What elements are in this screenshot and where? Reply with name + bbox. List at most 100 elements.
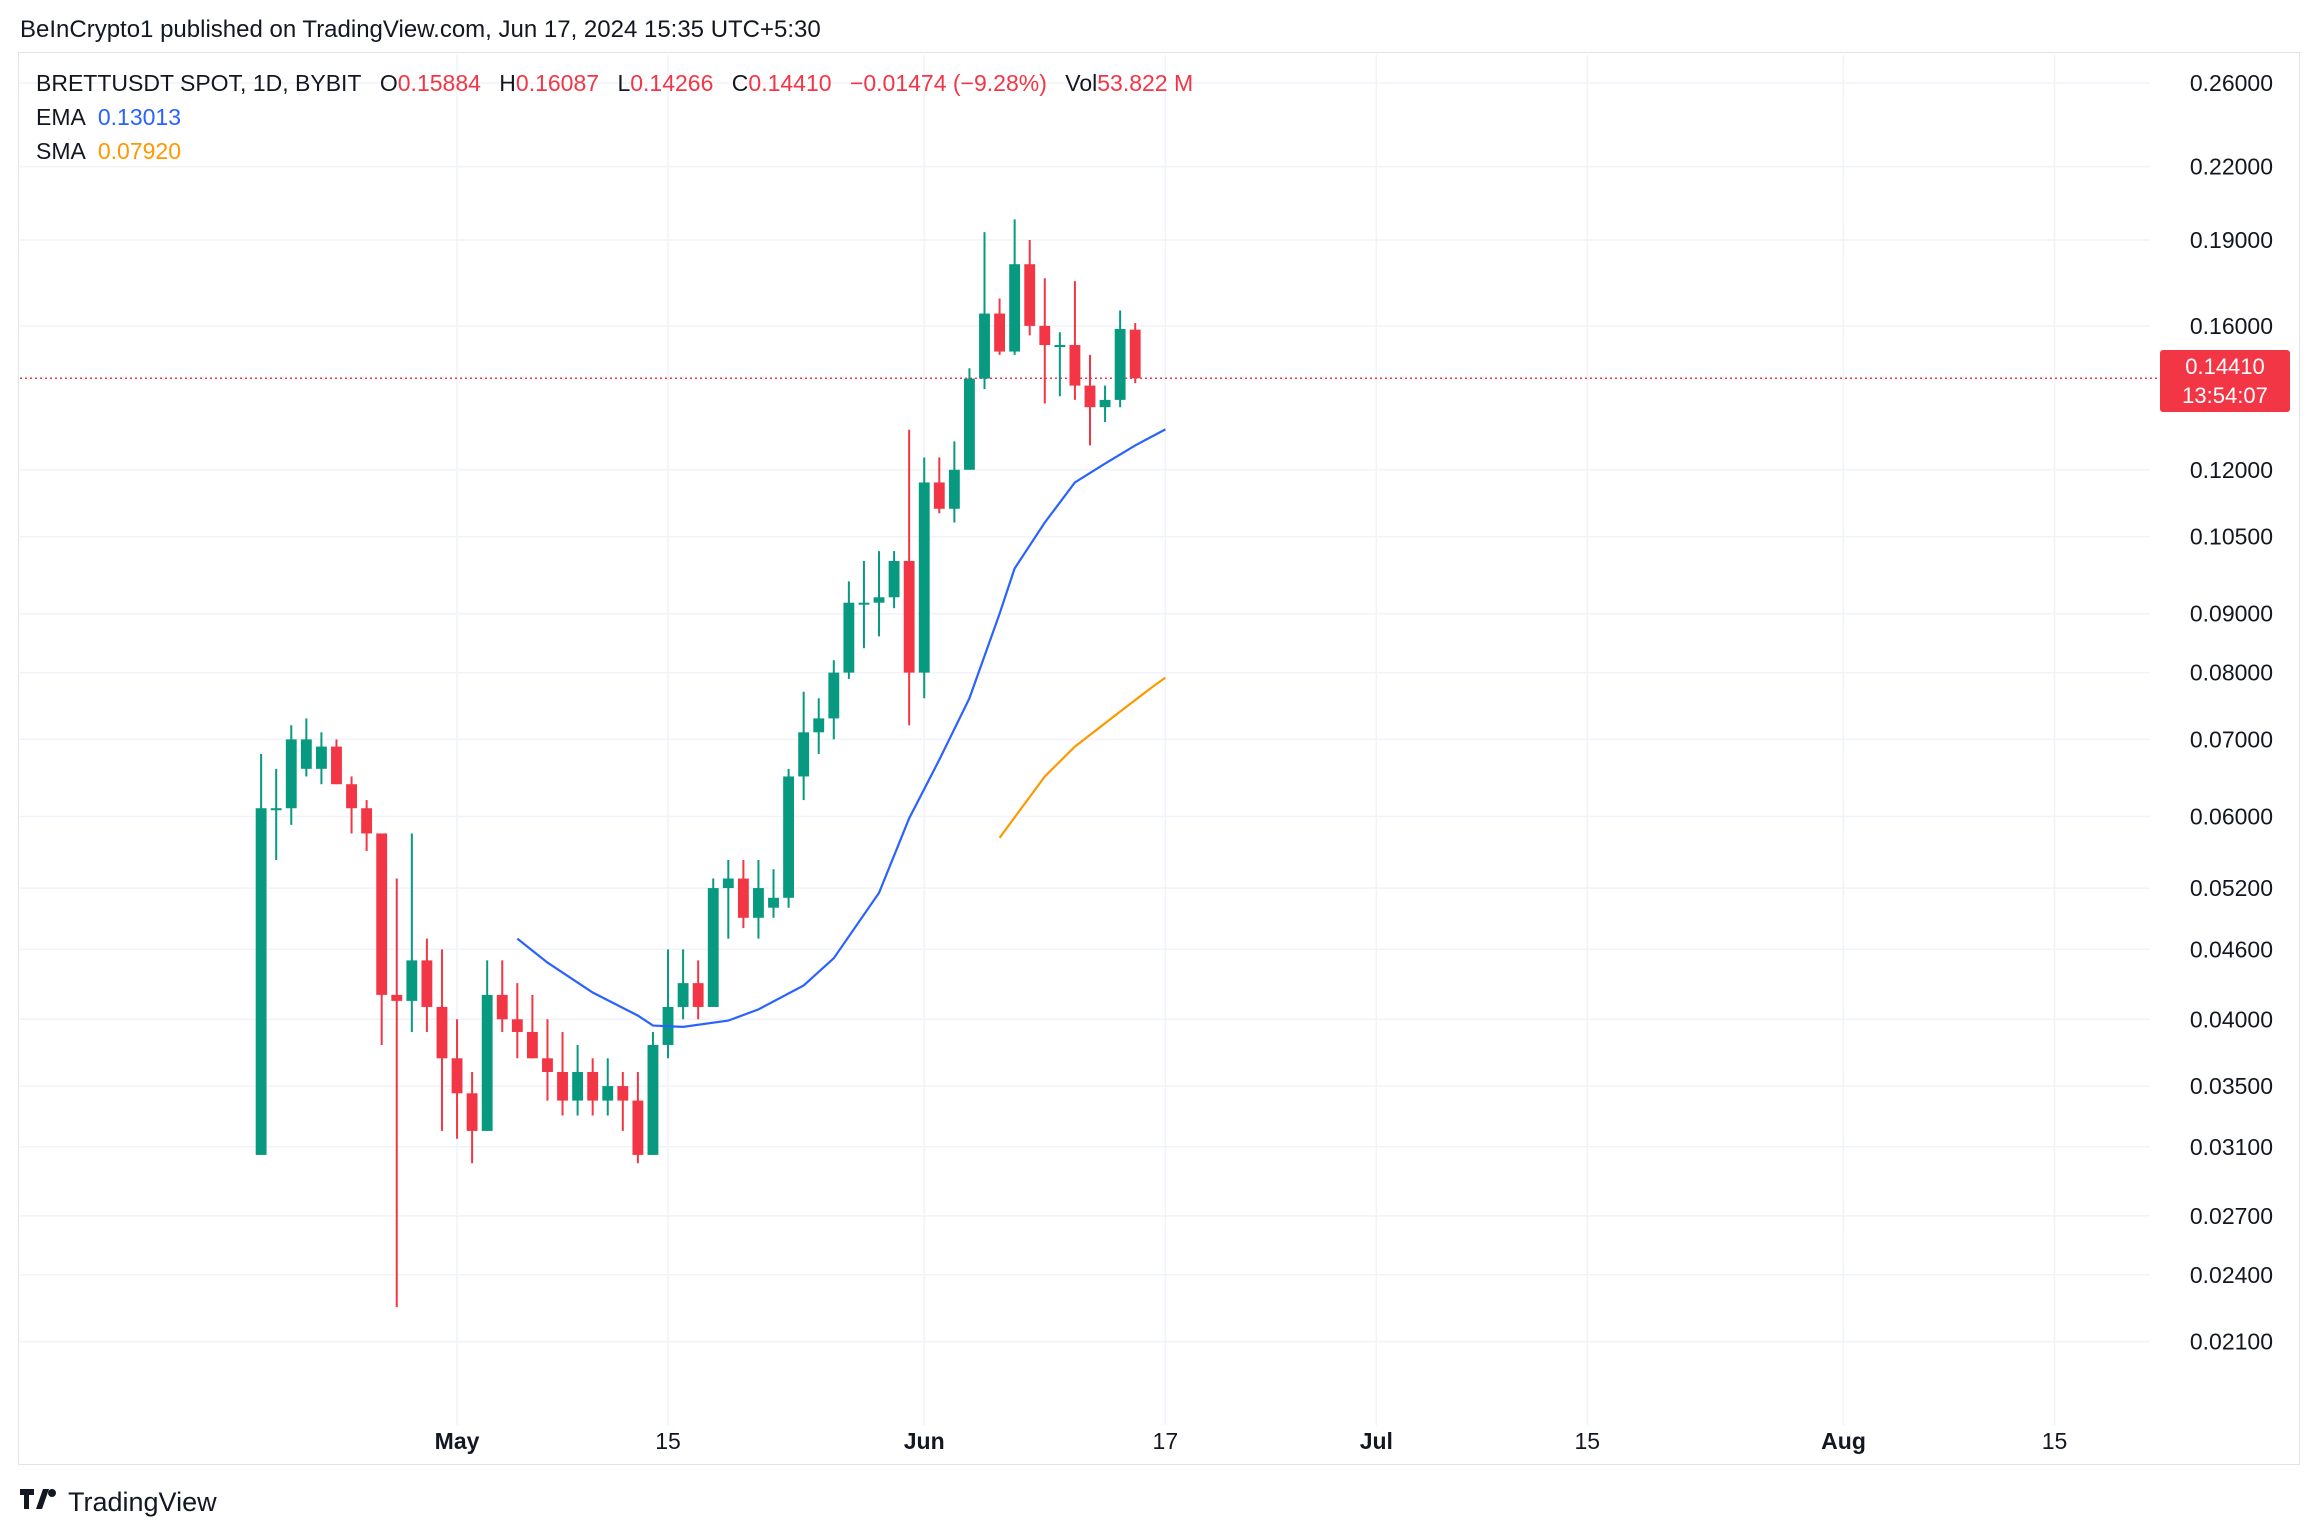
candle — [722, 860, 734, 939]
symbol-label[interactable]: BRETTUSDT SPOT, 1D, BYBIT — [36, 70, 362, 96]
candle-body — [737, 878, 749, 918]
x-tick-label: 17 — [1153, 1428, 1179, 1454]
candle — [888, 551, 900, 609]
candle-body — [557, 1072, 568, 1101]
x-tick-label: 15 — [655, 1428, 681, 1454]
candle — [1024, 239, 1036, 336]
candle-body — [270, 808, 282, 811]
y-tick-label: 0.19000 — [2190, 227, 2273, 253]
y-tick-label: 0.10500 — [2190, 524, 2273, 550]
candle-body — [843, 602, 855, 673]
ema-label: EMA — [36, 104, 86, 130]
candle — [753, 860, 764, 939]
candle — [783, 768, 795, 908]
candle — [361, 800, 373, 852]
candle-body — [572, 1072, 584, 1101]
candle-body — [918, 482, 930, 673]
candle-body — [1024, 264, 1036, 326]
candle — [1129, 323, 1141, 384]
candle — [436, 949, 448, 1131]
candle — [994, 298, 1006, 355]
tradingview-logo-icon — [20, 1486, 58, 1518]
bar-countdown: 13:54:07 — [2182, 383, 2268, 408]
candle-body — [722, 878, 734, 889]
candle — [948, 441, 960, 523]
candle — [737, 860, 749, 929]
candle — [406, 833, 418, 1032]
chart-frame — [18, 52, 2300, 1465]
ema-legend[interactable]: EMA 0.13013 — [36, 104, 193, 131]
candle — [843, 581, 855, 679]
y-tick-label: 0.04600 — [2190, 936, 2273, 962]
candle — [466, 1072, 478, 1164]
candle-body — [979, 313, 990, 379]
candle-body — [1054, 345, 1066, 348]
candle — [677, 949, 689, 1020]
candle-body — [331, 746, 342, 785]
candle-body — [451, 1058, 463, 1094]
candle-body — [542, 1058, 553, 1073]
candle — [496, 960, 508, 1032]
candle — [617, 1072, 629, 1131]
candle-body — [783, 776, 795, 898]
last-price-tag: 0.14410 13:54:07 — [2160, 350, 2290, 412]
candle-body — [888, 560, 900, 598]
candle — [1099, 385, 1111, 423]
candle — [933, 457, 945, 514]
candle-body — [1099, 399, 1111, 408]
candle-body — [692, 983, 704, 1007]
y-tick-label: 0.22000 — [2190, 154, 2273, 180]
candle-body — [466, 1093, 478, 1131]
x-tick-label: May — [435, 1428, 480, 1454]
candle-body — [1069, 345, 1081, 386]
candle — [255, 753, 267, 1155]
volume-value: 53.822 M — [1097, 70, 1194, 96]
candle-body — [376, 833, 388, 995]
candle-body — [707, 888, 719, 1007]
candle — [511, 983, 523, 1059]
candle — [451, 1019, 463, 1139]
candle-body — [496, 994, 508, 1020]
y-tick-label: 0.02700 — [2190, 1203, 2273, 1229]
candle — [1069, 281, 1081, 400]
candle — [692, 960, 704, 1020]
candle — [1054, 332, 1066, 397]
candle — [858, 560, 870, 649]
candle-body — [361, 808, 373, 834]
candle — [1084, 354, 1096, 446]
candle — [964, 368, 975, 470]
y-tick-label: 0.05200 — [2190, 875, 2273, 901]
candle-body — [526, 1031, 538, 1059]
sma-legend[interactable]: SMA 0.07920 — [36, 138, 193, 165]
candle — [1039, 278, 1051, 404]
candle-body — [391, 994, 403, 1001]
candle — [270, 768, 282, 861]
y-tick-label: 0.03500 — [2190, 1073, 2273, 1099]
candle-body — [255, 808, 267, 1155]
candle-body — [768, 897, 779, 908]
candle — [828, 660, 840, 740]
candle-body — [994, 313, 1006, 352]
candle-body — [421, 960, 433, 1007]
x-tick-label: 15 — [2042, 1428, 2068, 1454]
y-tick-label: 0.16000 — [2190, 313, 2273, 339]
candle-body — [813, 718, 825, 733]
candle-body — [903, 560, 915, 673]
close-value: 0.14410 — [748, 70, 832, 96]
candle-body — [1129, 329, 1141, 379]
ema-line — [516, 428, 1166, 1029]
candle-body — [798, 732, 810, 777]
x-tick-label: Jul — [1360, 1428, 1393, 1454]
candle — [918, 457, 930, 699]
x-tick-label: Aug — [1821, 1428, 1866, 1454]
y-tick-label: 0.03100 — [2190, 1134, 2273, 1160]
tradingview-logo[interactable]: TradingView — [20, 1486, 217, 1518]
y-tick-label: 0.06000 — [2190, 803, 2273, 829]
volume-label: Vol — [1065, 70, 1098, 96]
ohlc-legend: BRETTUSDT SPOT, 1D, BYBIT O0.15884 H0.16… — [36, 70, 1205, 97]
candle-body — [1114, 329, 1126, 400]
candle — [798, 691, 810, 801]
candle-body — [632, 1100, 644, 1155]
publisher-caption: BeInCrypto1 published on TradingView.com… — [20, 16, 821, 43]
